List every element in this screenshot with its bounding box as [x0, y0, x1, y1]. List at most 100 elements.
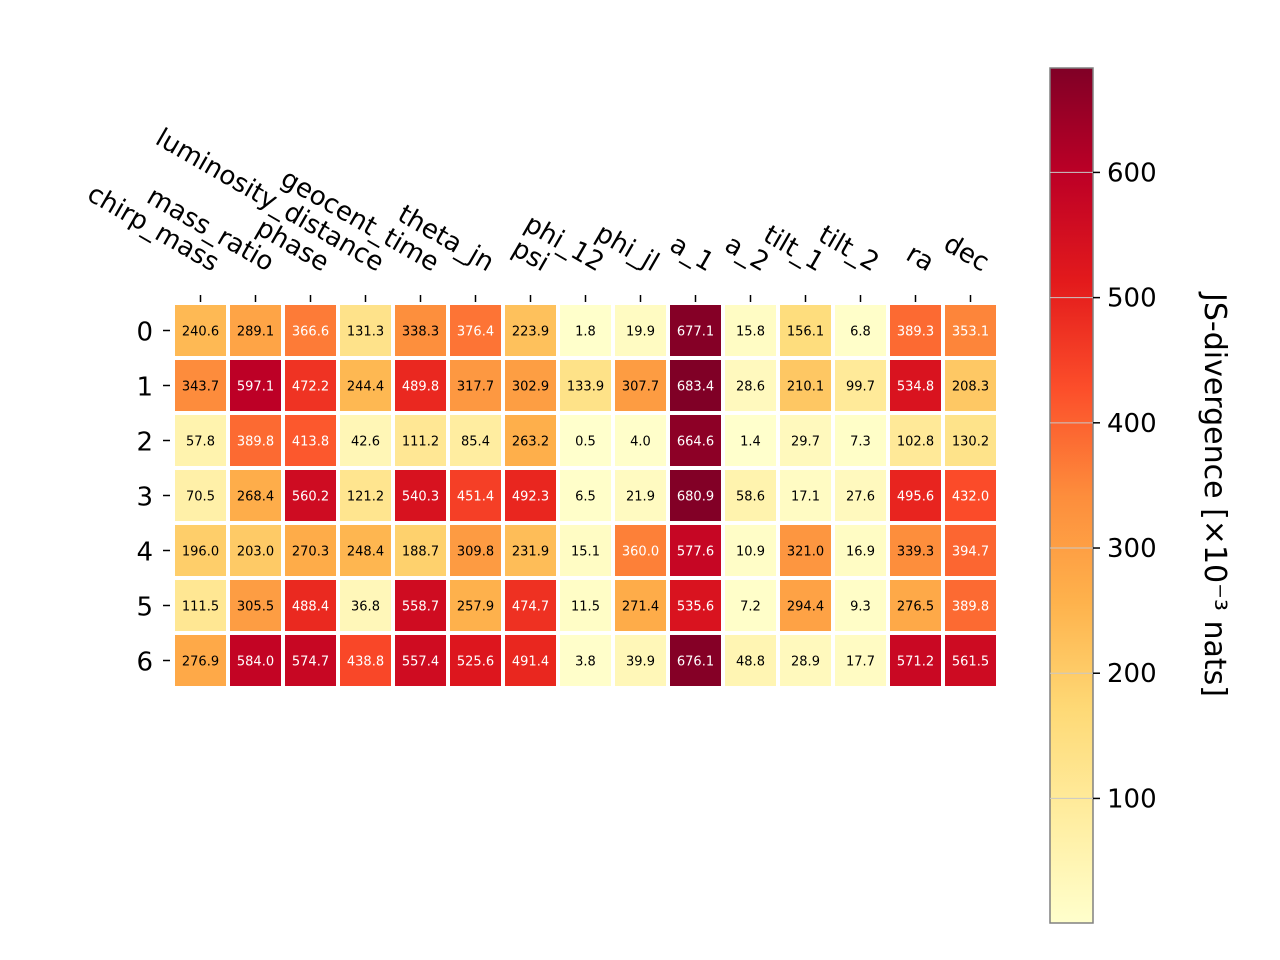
cell-value-label: 574.7	[292, 655, 329, 670]
cell-value-label: 338.3	[402, 325, 439, 340]
cell-value-label: 16.9	[846, 545, 875, 560]
heatmap-cell	[175, 525, 226, 576]
cell-value-label: 525.6	[457, 655, 494, 670]
heatmap-cell	[670, 470, 721, 521]
heatmap-cell	[945, 415, 996, 466]
heatmap-cell	[560, 635, 611, 686]
heatmap-cell	[285, 635, 336, 686]
heatmap-cell	[395, 635, 446, 686]
cell-value-label: 244.4	[347, 380, 384, 395]
cell-value-label: 1.8	[575, 325, 596, 340]
row-label: 2	[136, 428, 153, 458]
cell-value-label: 307.7	[622, 380, 659, 395]
cell-value-label: 57.8	[186, 435, 215, 450]
cell-value-label: 48.8	[736, 655, 765, 670]
heatmap-cell	[395, 580, 446, 631]
heatmap-cell	[835, 470, 886, 521]
heatmap-cell	[945, 470, 996, 521]
cell-value-label: 317.7	[457, 380, 494, 395]
cell-value-label: 289.1	[237, 325, 274, 340]
cell-value-label: 488.4	[292, 600, 329, 615]
heatmap-cell	[395, 525, 446, 576]
cell-value-label: 9.3	[850, 600, 871, 615]
cell-value-label: 85.4	[461, 435, 490, 450]
colorbar-tick-label: 600	[1107, 158, 1157, 188]
cell-value-label: 558.7	[402, 600, 439, 615]
heatmap-cell	[505, 305, 556, 356]
cell-value-label: 676.1	[677, 655, 714, 670]
cell-value-label: 130.2	[952, 435, 989, 450]
colorbar-tick-label: 400	[1107, 409, 1157, 439]
heatmap-cell	[615, 470, 666, 521]
cell-value-label: 257.9	[457, 600, 494, 615]
cell-value-label: 413.8	[292, 435, 329, 450]
colorbar: 100 200 300 400 500 600 JS-divergence [×10⁻³ …	[1049, 67, 1232, 924]
heatmap-cell	[615, 580, 666, 631]
cell-value-label: 597.1	[237, 380, 274, 395]
cell-value-label: 353.1	[952, 325, 989, 340]
cell-value-label: 495.6	[897, 490, 934, 505]
column-label: tilt_2	[813, 220, 884, 278]
heatmap-cell	[450, 305, 501, 356]
cell-value-label: 39.9	[626, 655, 655, 670]
cell-value-label: 133.9	[567, 380, 604, 395]
heatmap-cell	[230, 525, 281, 576]
heatmap-cell	[890, 525, 941, 576]
cell-value-label: 432.0	[952, 490, 989, 505]
cell-value-label: 21.9	[626, 490, 655, 505]
column-axis: chirp_massmass_ratiophaseluminosity_dist…	[82, 123, 994, 302]
heatmap-cell	[670, 525, 721, 576]
heatmap-cell	[175, 635, 226, 686]
cell-value-label: 394.7	[952, 545, 989, 560]
cell-value-label: 4.0	[630, 435, 651, 450]
cell-value-label: 571.2	[897, 655, 934, 670]
heatmap-cell	[780, 635, 831, 686]
heatmap-cell	[285, 415, 336, 466]
row-label: 5	[136, 593, 153, 623]
cell-value-label: 156.1	[787, 325, 824, 340]
cell-value-label: 540.3	[402, 490, 439, 505]
cell-value-label: 36.8	[351, 600, 380, 615]
cell-value-label: 577.6	[677, 545, 714, 560]
heatmap-cell	[285, 525, 336, 576]
cell-value-label: 10.9	[736, 545, 765, 560]
heatmap-cell	[670, 360, 721, 411]
heatmap-cell	[725, 470, 776, 521]
cell-value-label: 360.0	[622, 545, 659, 560]
cell-value-label: 366.6	[292, 325, 329, 340]
colorbar-tick-label: 300	[1107, 534, 1157, 564]
cell-value-label: 321.0	[787, 545, 824, 560]
cell-value-label: 0.5	[575, 435, 596, 450]
heatmap-cell	[725, 415, 776, 466]
heatmap-cell	[945, 580, 996, 631]
cell-value-label: 131.3	[347, 325, 384, 340]
cell-value-label: 451.4	[457, 490, 494, 505]
cell-value-label: 208.3	[952, 380, 989, 395]
cell-value-label: 27.6	[846, 490, 875, 505]
row-axis: 0 1 2 3 4 5 6	[136, 318, 170, 678]
heatmap-cell	[505, 580, 556, 631]
heatmap-cell	[615, 360, 666, 411]
heatmap-cell	[835, 360, 886, 411]
heatmap-cell	[505, 415, 556, 466]
cell-value-label: 248.4	[347, 545, 384, 560]
heatmap-cell	[615, 415, 666, 466]
cell-value-label: 102.8	[897, 435, 934, 450]
heatmap-cell	[725, 635, 776, 686]
heatmap-cell	[670, 305, 721, 356]
cell-value-label: 223.9	[512, 325, 549, 340]
cell-value-label: 557.4	[402, 655, 439, 670]
cell-value-label: 270.3	[292, 545, 329, 560]
heatmap-cell	[890, 305, 941, 356]
heatmap-cell	[560, 525, 611, 576]
heatmap-cell	[230, 360, 281, 411]
heatmap-cell	[285, 580, 336, 631]
cell-value-label: 240.6	[182, 325, 219, 340]
cell-value-label: 17.7	[846, 655, 875, 670]
colorbar-tick-label: 500	[1107, 284, 1157, 314]
column-label: ra	[901, 239, 939, 278]
cell-value-label: 535.6	[677, 600, 714, 615]
heatmap-cell	[340, 635, 391, 686]
heatmap-cell	[395, 415, 446, 466]
